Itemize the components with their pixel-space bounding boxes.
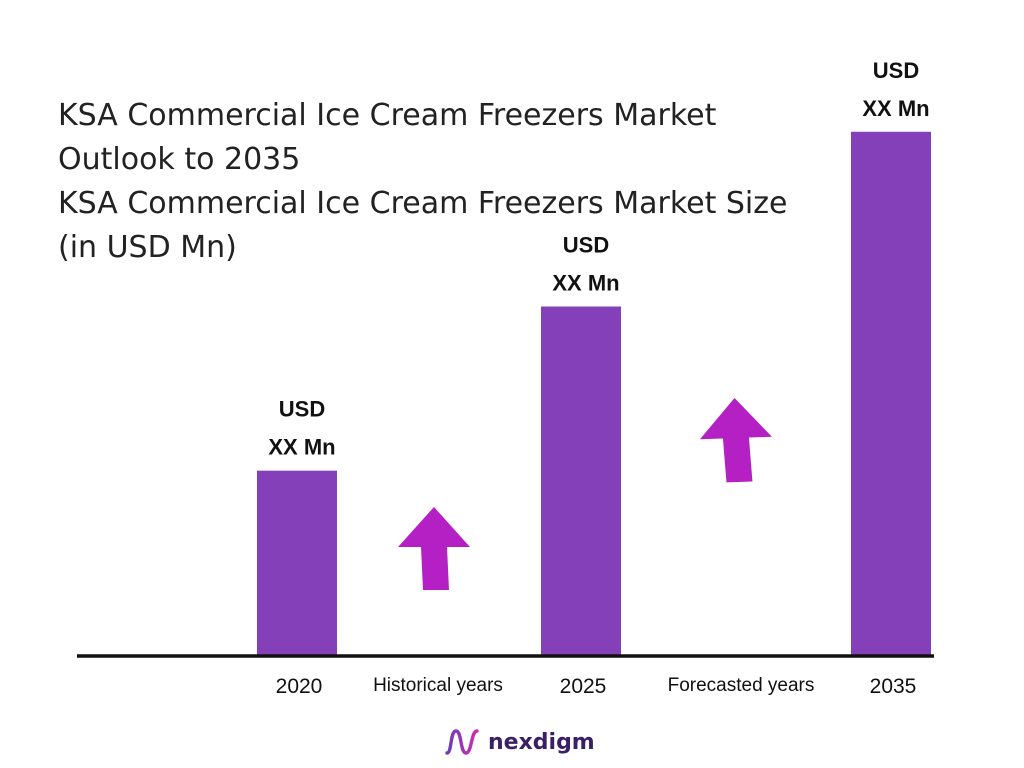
data-label-value: XX Mn	[552, 271, 619, 296]
data-label-currency: USD	[873, 58, 919, 83]
nexdigm-logo-icon	[445, 729, 479, 755]
data-label-currency: USD	[279, 397, 325, 422]
period-label: Forecasted years	[668, 675, 815, 696]
x-tick-label: 2035	[870, 675, 917, 698]
period-label: Historical years	[373, 675, 503, 696]
chart-title: KSA Commercial Ice Cream Freezers Market…	[58, 98, 717, 177]
x-tick-label: 2020	[276, 675, 323, 698]
brand-logo: nexdigm	[444, 722, 595, 762]
data-label-value: XX Mn	[862, 96, 929, 121]
growth-arrow-icon	[398, 507, 470, 590]
growth-arrow-icon	[699, 398, 772, 483]
x-tick-label: 2025	[560, 675, 607, 698]
bar-2020	[257, 470, 337, 656]
bar-2035	[851, 131, 931, 656]
data-label-value: XX Mn	[268, 435, 335, 460]
brand-name: nexdigm	[488, 729, 595, 755]
data-label-currency: USD	[563, 233, 609, 258]
bar-2025	[541, 306, 621, 656]
chart-subtitle: KSA Commercial Ice Cream Freezers Market…	[58, 186, 788, 265]
